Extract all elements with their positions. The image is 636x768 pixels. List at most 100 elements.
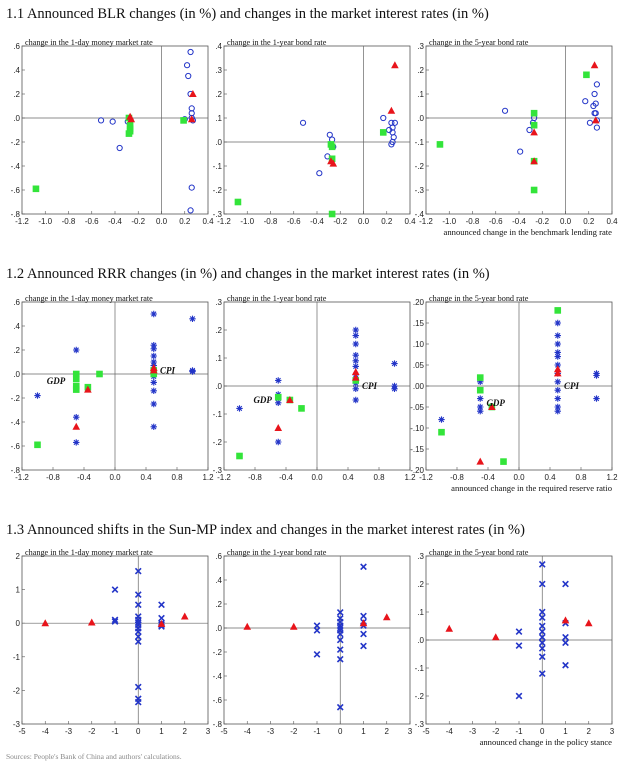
data-point-square [530,121,538,129]
y-tick-label: .4 [215,576,222,585]
annotation-gdp: GDP [253,395,272,405]
x-tick-label: -0.4 [279,473,293,482]
x-tick-label: 2 [587,727,592,736]
x-tick-label: -0.4 [77,473,91,482]
data-point-cross [336,624,344,632]
data-point-triangle [157,619,166,627]
data-point-cross [134,619,142,626]
data-point-triangle [149,366,158,374]
data-point-star [477,395,484,402]
data-point-square [236,452,243,460]
data-point-triangle [391,61,399,69]
y-tick-label: .1 [215,354,222,363]
x-tick-label: -4 [42,727,50,736]
x-tick-label: 1 [159,727,164,736]
data-point-square [180,117,187,124]
scatter-panel-2: .4 .3 .2 .1 .0 -.1 -.2 -.3-1.2 -1.0 -0.8 -0.6 -0.4-… [213,38,416,226]
data-point-cross [562,580,569,588]
data-point-cross [360,563,367,571]
data-point-circle [380,114,387,122]
data-point-triangle [382,613,391,621]
data-point-circle [593,81,600,88]
data-point-star [275,377,282,384]
x-tick-label: -1.2 [419,217,433,226]
y-tick-label: -.05 [410,403,424,412]
data-point-cross [538,670,546,677]
data-point-triangle [553,365,562,373]
data-point-star [150,342,157,349]
x-tick-label: 1.2 [606,473,618,482]
y-tick-label: .2 [215,90,222,99]
data-point-square [234,198,242,206]
annotation-cpi: CPI [160,365,176,375]
data-point-star [554,403,561,411]
data-point-square [328,210,336,218]
x-tick-label: -4 [446,727,454,736]
x-tick-label: 1 [563,727,568,736]
data-point-square [150,370,158,378]
y-tick-label: -.3 [415,720,425,729]
y-tick-label: .2 [417,66,424,75]
data-point-square [530,109,538,117]
y-tick-label: .10 [413,340,425,349]
data-point-circle [185,72,192,80]
y-tick-label: -.1 [213,162,223,171]
x-tick-label: -2 [492,727,500,736]
x-axis-title: announced change in the policy stance [480,737,613,747]
x-tick-label: 0.2 [583,217,595,226]
panel-title: change in the 1-day money market rate [25,294,153,303]
scatter-panel-1: .6 .4 .2 .0 -.2 -.4 -.6 -.8-1.2 -1.0 -0.8 -0.6 -0.4… [11,38,214,226]
data-point-star [554,319,561,327]
y-tick-label: -.1 [415,664,425,673]
data-point-cross [538,622,546,630]
y-tick-label: -.2 [415,692,425,701]
data-point-star [150,352,157,360]
data-point-circle [517,148,524,155]
x-tick-label: -3 [469,727,477,736]
data-point-circle [97,117,105,124]
y-tick-label: -.15 [410,445,424,454]
data-point-cross [134,698,142,706]
data-point-star [34,392,41,399]
x-tick-label: -1.0 [240,217,254,226]
data-point-triangle [243,622,252,630]
data-point-star [554,387,561,394]
data-point-circle [316,170,323,177]
y-tick-label: -.4 [11,418,21,427]
y-tick-label: .0 [417,114,424,123]
data-point-cross [360,612,367,620]
data-point-star [391,360,398,367]
x-tick-label: -0.4 [108,217,122,226]
data-point-square [34,441,41,449]
y-tick-label: .6 [13,298,20,307]
data-point-triangle [476,457,485,465]
x-tick-label: 1.2 [202,473,214,482]
x-tick-label: -1.2 [15,217,29,226]
y-tick-label: -.2 [213,186,223,195]
data-point-triangle [359,619,368,627]
data-point-cross [562,633,569,641]
data-point-circle [591,110,598,117]
y-tick-label: .0 [13,370,20,379]
x-tick-label: -1.0 [38,217,52,226]
data-point-square [126,121,134,129]
y-tick-label: .2 [13,346,20,355]
data-point-star [73,346,80,354]
section-title-rrr: 1.2 Announced RRR changes (in %) and cha… [6,266,490,282]
data-point-triangle [584,619,593,627]
data-point-cross [336,636,344,644]
y-tick-label: -.2 [11,394,21,403]
y-tick-label: 2 [16,552,21,561]
data-point-circle [299,119,307,126]
y-tick-label: -3 [13,720,21,729]
data-point-star [150,310,157,318]
data-point-circle [586,119,594,126]
annotation-cpi: CPI [362,381,378,391]
y-tick-label: -.20 [410,466,424,475]
x-tick-label: -1.2 [15,473,29,482]
data-point-circle [592,100,599,107]
scatter-panel-9: .3 .2 .1 .0 -.1 -.2 -.3-5 -4 -3 -2 -1 0 1 2 3 change in… [415,548,615,747]
y-tick-label: -.1 [213,410,223,419]
data-point-star [352,385,359,392]
panel-title: change in the 5-year bond rate [429,294,529,303]
